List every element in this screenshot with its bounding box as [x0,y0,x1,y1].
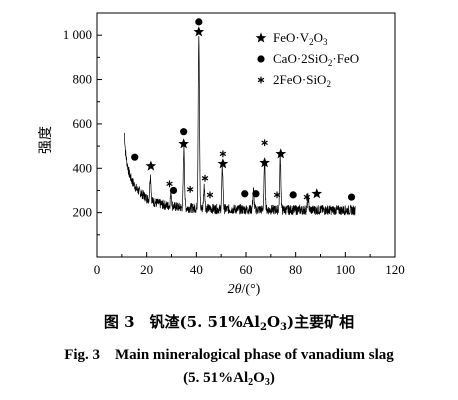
figure-caption-chinese: 图 3 钒渣(5. 51%Al2O3)主要矿相 [0,311,458,333]
legend-circle-symbol [257,55,265,63]
caption-cn-mid: O [266,313,281,331]
plot-frame [96,12,396,258]
caption-en2-post: ) [269,370,275,386]
x-tick-label: 60 [240,262,253,277]
figure-caption-english-line2: (5. 51%Al2O3) [0,370,458,388]
caption-cn-pre: 图 3 钒渣(5. 51%Al [103,313,260,331]
circle-peak-marker [252,190,260,198]
star-peak-marker [217,158,229,169]
star-peak-marker [275,148,287,159]
star-peak-marker [178,138,189,149]
x-tick-label: 80 [289,262,302,277]
asterisk-peak-marker [186,185,194,193]
circle-peak-marker [195,18,203,26]
asterisk-peak-marker [166,180,173,188]
caption-cn-post: )主要矿相 [287,313,355,331]
y-tick-label: 600 [73,116,93,131]
caption-en2-pre: (5. 51%Al [183,370,249,386]
asterisk-peak-marker [261,139,268,147]
x-axis-symbol: 2θ [228,282,242,297]
circle-peak-marker [347,193,356,201]
circle-peak-marker [180,128,188,136]
x-tick-label: 100 [336,262,356,277]
caption-en2-mid: O [253,370,265,386]
star-peak-marker [193,26,205,37]
asterisk-peak-marker [206,191,214,199]
star-peak-marker [259,157,270,168]
x-tick-label: 40 [190,262,203,277]
legend-entry-3: 2FeO·SiO2 [273,72,331,89]
diffraction-trace [123,36,356,216]
peak-markers [131,18,356,201]
circle-peak-marker [289,191,297,199]
y-tick-label: 800 [73,72,93,87]
y-tick-label: 200 [73,205,93,220]
caption-en2-sub2: 3 [264,377,270,388]
xrd-trace [123,36,356,216]
legend-entry-2: CaO·2SiO2·FeO [273,51,359,68]
legend-asterisk-symbol [257,76,265,84]
legend-star-symbol [255,32,267,43]
asterisk-peak-marker [219,150,227,158]
legend-entry-1: FeO·V2O3 [273,30,328,47]
x-tick-label: 20 [140,262,153,277]
figure-caption-english: Fig. 3 Main mineralogical phase of vanad… [64,347,394,363]
star-peak-marker [311,188,323,199]
y-tick-label: 400 [73,160,93,175]
xrd-chart: 0 20 40 60 80 100 120 200 400 600 800 1 000 FeO·V2O… [38,12,405,297]
x-axis-label: 2θ/(°) [228,282,261,297]
y-axis-label: 强度 [38,126,54,154]
circle-peak-marker [241,190,249,198]
axes: 0 20 40 60 80 100 120 200 400 600 800 1 000 [63,12,405,277]
circle-peak-marker [169,186,178,195]
y-tick-label: 1 000 [63,27,92,42]
asterisk-peak-marker [273,191,281,199]
caption-cn-sub2: 3 [280,322,287,333]
caption-cn-sub1: 2 [259,322,267,333]
asterisk-peak-marker [303,193,311,201]
asterisk-peak-marker [201,174,209,182]
star-peak-marker [145,160,157,171]
x-tick-label: 120 [385,262,405,277]
circle-peak-marker [131,153,139,161]
legend: FeO·V2O3 CaO·2SiO2·FeO 2FeO·SiO2 [255,30,359,89]
x-axis-unit: /(°) [242,282,261,297]
caption-en2-sub1: 2 [248,377,254,388]
x-tick-label: 0 [94,262,101,277]
